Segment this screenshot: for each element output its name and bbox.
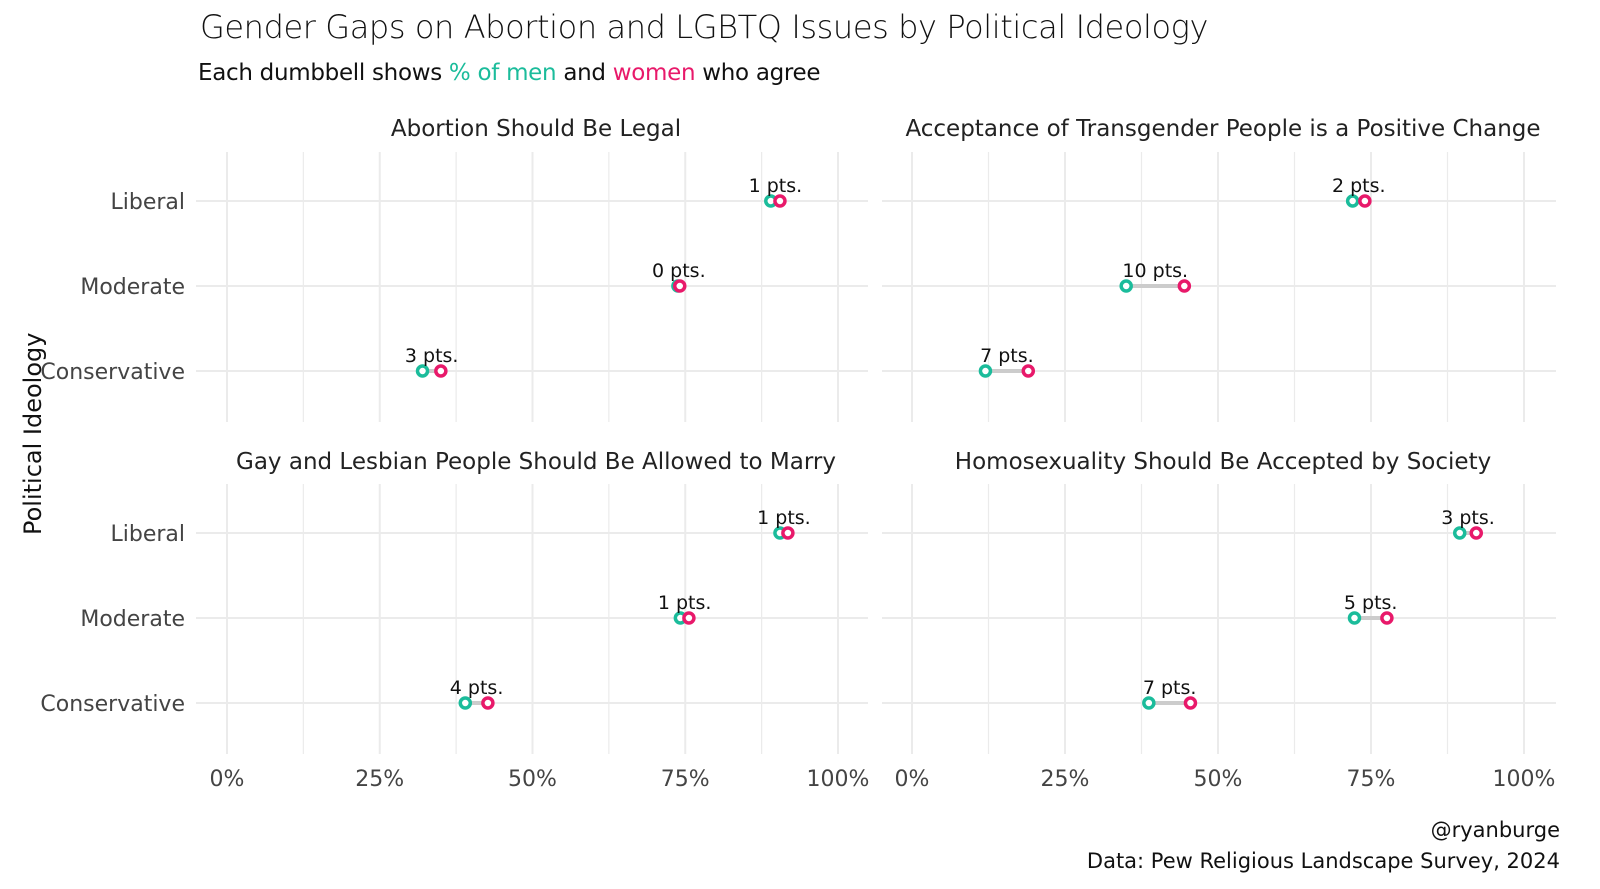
men-point [1142, 696, 1156, 710]
y-tick-label: Moderate [80, 275, 185, 300]
y-tick-label: Conservative [40, 360, 185, 385]
x-tick-label: 25% [355, 767, 404, 792]
subtitle-women: women [612, 60, 696, 86]
gap-label: 0 pts. [652, 260, 706, 282]
women-point [1469, 526, 1484, 540]
gap-label: 10 pts. [1122, 260, 1188, 282]
x-tick-label: 0% [210, 767, 245, 792]
gap-label: 2 pts. [1332, 175, 1386, 197]
women-point [1177, 279, 1192, 293]
gap-label: 1 pts. [658, 592, 712, 614]
gap-label: 1 pts. [757, 507, 811, 529]
women-point [481, 696, 495, 710]
subtitle-prefix: Each dumbbell shows [198, 60, 449, 86]
caption: @ryanburge Data: Pew Religious Landscape… [1087, 815, 1560, 877]
caption-source: Data: Pew Religious Landscape Survey, 20… [1086, 849, 1560, 873]
women-point [434, 364, 448, 378]
chart-title: Gender Gaps on Abortion and LGBTQ Issues… [200, 8, 1209, 46]
men-point [978, 364, 993, 378]
men-point [1452, 526, 1467, 540]
y-tick-label: Liberal [110, 522, 185, 547]
x-tick-label: 100% [807, 767, 870, 792]
panel-title: Homosexuality Should Be Accepted by Soci… [955, 449, 1491, 475]
x-tick-label: 50% [1194, 767, 1243, 792]
x-tick-label: 75% [1347, 767, 1396, 792]
caption-author: @ryanburge [1430, 818, 1560, 842]
panel-title: Acceptance of Transgender People is a Po… [905, 116, 1540, 142]
men-point [415, 364, 430, 378]
gap-label: 1 pts. [749, 175, 803, 197]
panel-title: Gay and Lesbian People Should Be Allowed… [236, 449, 836, 475]
gap-label: 7 pts. [980, 345, 1034, 367]
gap-label: 7 pts. [1143, 677, 1197, 699]
women-point [1021, 364, 1036, 378]
gap-label: 3 pts. [1441, 507, 1495, 529]
panel-title: Abortion Should Be Legal [391, 116, 681, 142]
chart-subtitle: Each dumbbell shows % of men and women w… [198, 60, 821, 86]
women-point [1358, 194, 1372, 208]
gap-label: 4 pts. [450, 677, 504, 699]
men-point [458, 696, 473, 710]
y-tick-label: Liberal [110, 190, 185, 215]
gap-label: 3 pts. [405, 345, 459, 367]
men-point [1119, 279, 1133, 293]
women-point [1183, 696, 1198, 710]
gap-label: 5 pts. [1344, 592, 1398, 614]
x-tick-label: 50% [508, 767, 557, 792]
men-point [1345, 194, 1360, 208]
women-point [673, 279, 687, 293]
x-tick-label: 25% [1041, 767, 1090, 792]
x-tick-label: 100% [1493, 767, 1556, 792]
women-point [781, 526, 795, 540]
women-point [682, 611, 696, 625]
subtitle-suffix: who agree [695, 60, 821, 86]
subtitle-middle: and [556, 60, 613, 86]
y-tick-label: Moderate [80, 607, 185, 632]
x-tick-label: 75% [661, 767, 710, 792]
y-tick-label: Conservative [40, 692, 185, 717]
women-point [773, 194, 787, 208]
x-tick-label: 0% [895, 767, 930, 792]
women-point [1380, 611, 1394, 625]
men-point [1347, 611, 1362, 625]
subtitle-men: % of men [448, 60, 557, 86]
